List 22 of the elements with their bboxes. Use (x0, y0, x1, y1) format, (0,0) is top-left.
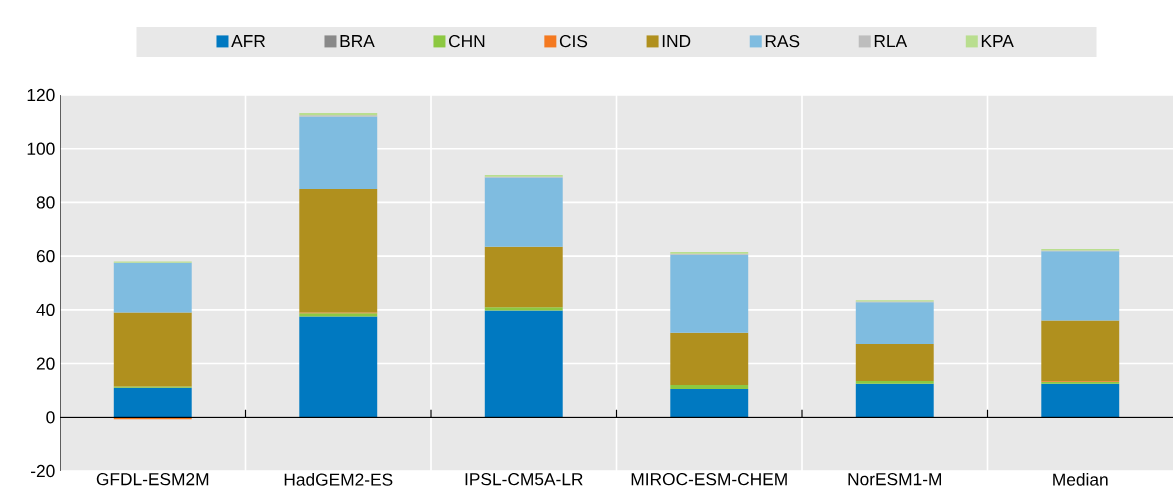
legend-label: RLA (874, 35, 908, 48)
legend-label: BRA (340, 35, 375, 48)
x-tick-label: NorESM1-M (848, 473, 942, 486)
y-tick-label: 100 (27, 142, 55, 155)
y-tick-label: 120 (27, 88, 55, 102)
y-tick-label: 80 (36, 196, 55, 209)
legend-label: CIS (559, 35, 588, 48)
x-tick-label: Median (1053, 473, 1108, 486)
x-tick-label: GFDL-ESM2M (96, 473, 209, 486)
y-tick-label: -20 (31, 464, 55, 478)
x-tick-label: HadGEM2-ES (284, 473, 393, 486)
legend-label: KPA (981, 35, 1014, 48)
legend-label: AFR (231, 35, 266, 48)
legend-label: CHN (449, 35, 485, 48)
legend-label: IND (662, 35, 691, 48)
y-tick-label: 0 (46, 411, 55, 424)
y-tick-label: 40 (36, 303, 55, 316)
y-tick-label: 20 (36, 357, 55, 370)
x-tick-label: IPSL-CM5A-LR (465, 473, 583, 486)
y-tick-label: 60 (36, 250, 55, 263)
x-tick-label: MIROC-ESM-CHEM (631, 473, 787, 486)
legend-label: RAS (765, 35, 800, 48)
